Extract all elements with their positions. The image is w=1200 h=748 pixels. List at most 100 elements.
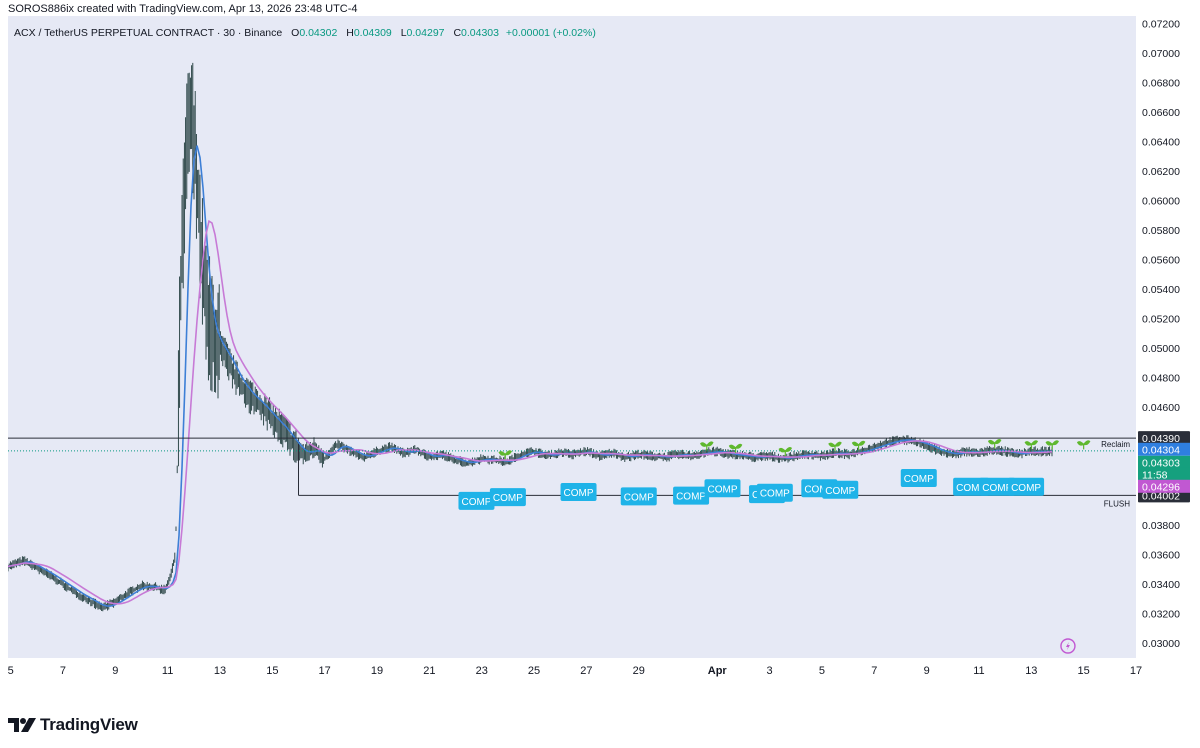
comp-badge-label: COMP (956, 483, 986, 494)
y-tick-label: 0.04600 (1142, 402, 1180, 414)
comp-badge-label: COMP (904, 474, 934, 485)
comp-badge-label: COMP (624, 492, 654, 503)
x-tick-label: 17 (1130, 665, 1142, 677)
y-tick-label: 0.06200 (1142, 166, 1180, 178)
symbol-name: ACX / TetherUS PERPETUAL CONTRACT · 30 ·… (14, 27, 283, 39)
tradingview-logo-icon (8, 718, 36, 732)
x-tick-label: 11 (973, 665, 984, 677)
level-name-label: FLUSH (1104, 499, 1130, 508)
symbol-legend: ACX / TetherUS PERPETUAL CONTRACT · 30 ·… (14, 27, 596, 39)
comp-badge (900, 468, 937, 487)
level-price-label: 0.04390 (1142, 433, 1180, 445)
level-price-label: 0.04002 (1142, 490, 1180, 502)
x-tick-label: 19 (371, 665, 383, 677)
comp-badge-label: COMP (564, 488, 594, 499)
y-tick-label: 0.06400 (1142, 136, 1180, 148)
comp-badge (673, 486, 710, 505)
comp-badge (560, 482, 597, 501)
sprout-icon (1045, 440, 1059, 450)
attribution-text: SOROS886ix created with TradingView.com,… (8, 3, 358, 15)
sprout-icon (851, 440, 866, 450)
axis-price-box (1138, 467, 1190, 481)
axis-price-box-label: 0.04303 (1142, 457, 1180, 469)
axis-price-box-label: 0.04296 (1142, 481, 1180, 493)
axis-price-box-label: 0.04304 (1142, 444, 1180, 456)
comp-badge-label: COMP (707, 484, 737, 495)
brand-name: TradingView (40, 715, 138, 734)
comp-badge-label: COMP (760, 489, 790, 500)
x-tick-label: 23 (476, 665, 488, 677)
lightning-bolt-icon (1065, 642, 1070, 650)
sprout-icon (778, 447, 793, 457)
x-tick-label: 3 (767, 665, 773, 677)
y-tick-label: 0.05000 (1142, 343, 1180, 355)
y-tick-label: 0.03000 (1142, 638, 1180, 650)
axis-price-box (1138, 455, 1190, 469)
x-tick-label: 13 (214, 665, 226, 677)
comp-badge-label: COMP (493, 493, 523, 504)
y-tick-label: 0.03400 (1142, 579, 1180, 591)
y-tick-label: 0.05600 (1142, 255, 1180, 267)
comp-badge-label: COMP (825, 486, 855, 497)
x-tick-label: Apr (708, 665, 728, 677)
y-tick-label: 0.05400 (1142, 284, 1180, 296)
price-axis-panel (1136, 16, 1192, 682)
comp-badge (620, 487, 657, 506)
x-tick-label: 13 (1025, 665, 1037, 677)
y-tick-label: 0.06000 (1142, 195, 1180, 207)
sprout-icon (987, 439, 1002, 449)
x-tick-label: 7 (871, 665, 877, 677)
x-tick-label: 11 (162, 665, 173, 677)
time-axis-panel (8, 658, 1136, 682)
price-chart[interactable]: 0.03000 0.03200 0.03400 0.03600 0.03800 0.040… (7, 16, 1192, 682)
x-tick-label: 25 (528, 665, 540, 677)
fast-moving-average-line (7, 145, 1052, 607)
sprout-icon (1076, 440, 1091, 450)
y-tick-label: 0.03200 (1142, 609, 1180, 621)
change-value: +0.00001 (+0.02%) (505, 27, 596, 39)
comp-badge (458, 491, 495, 510)
level-name-label: Reclaim (1101, 440, 1130, 449)
comp-badge (704, 479, 741, 498)
axis-price-box (1138, 479, 1190, 493)
close-value: 0.04303 (461, 27, 499, 39)
level-price-box (1138, 431, 1190, 446)
slow-moving-average-line (7, 219, 1053, 605)
high-label: H (346, 27, 354, 39)
high-value: 0.04309 (353, 27, 392, 39)
chart-area[interactable]: 0.03000 0.03200 0.03400 0.03600 0.03800 0.040… (7, 16, 1192, 682)
x-tick-label: 17 (319, 665, 331, 677)
x-tick-label: 15 (266, 665, 278, 677)
lightning-icon (1060, 638, 1076, 654)
comp-badge-label: COMP (676, 492, 706, 503)
x-tick-label: 5 (819, 665, 825, 677)
y-tick-label: 0.07200 (1142, 18, 1180, 30)
close-label: C (453, 27, 462, 39)
x-tick-label: 29 (633, 665, 645, 677)
open-label: O (291, 27, 300, 39)
x-tick-label: 27 (580, 665, 592, 677)
y-tick-label: 0.05800 (1142, 225, 1180, 237)
sprout-icon (1024, 440, 1039, 450)
x-tick-label: 15 (1078, 665, 1090, 677)
y-tick-label: 0.06600 (1142, 107, 1180, 119)
y-tick-label: 0.07000 (1142, 48, 1180, 60)
comp-badge-label: COMP (982, 483, 1012, 494)
comp-badge (979, 477, 1016, 496)
x-tick-label: 9 (112, 665, 118, 677)
y-tick-label: 0.03800 (1142, 520, 1180, 532)
comp-badge-label: COMP (1011, 483, 1041, 494)
comp-badge (1008, 477, 1045, 496)
sprout-icon (728, 443, 743, 453)
open-value: 0.04302 (299, 27, 338, 39)
x-tick-label: 21 (423, 665, 435, 677)
x-tick-label: 5 (8, 665, 14, 677)
comp-badge-label: COMP (804, 484, 834, 495)
comp-badge-label: COMP (461, 497, 491, 508)
y-tick-label: 0.06800 (1142, 77, 1180, 89)
x-tick-label: 9 (924, 665, 930, 677)
axis-price-box-label: 11:58 (1142, 469, 1168, 481)
sprout-icon (498, 450, 512, 460)
comp-badge (756, 483, 793, 502)
comp-badge (822, 480, 859, 499)
